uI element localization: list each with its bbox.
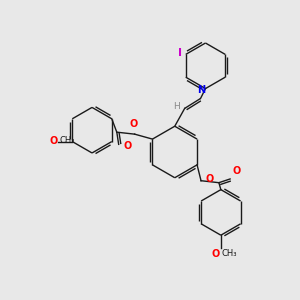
Text: O: O: [130, 119, 138, 129]
Text: O: O: [49, 136, 57, 146]
Text: CH₃: CH₃: [222, 249, 237, 258]
Text: O: O: [205, 174, 213, 184]
Text: CH₃: CH₃: [59, 136, 75, 145]
Text: O: O: [124, 141, 132, 151]
Text: N: N: [197, 85, 206, 94]
Text: I: I: [178, 48, 182, 59]
Text: O: O: [233, 166, 241, 176]
Text: H: H: [173, 102, 180, 111]
Text: O: O: [212, 249, 220, 259]
